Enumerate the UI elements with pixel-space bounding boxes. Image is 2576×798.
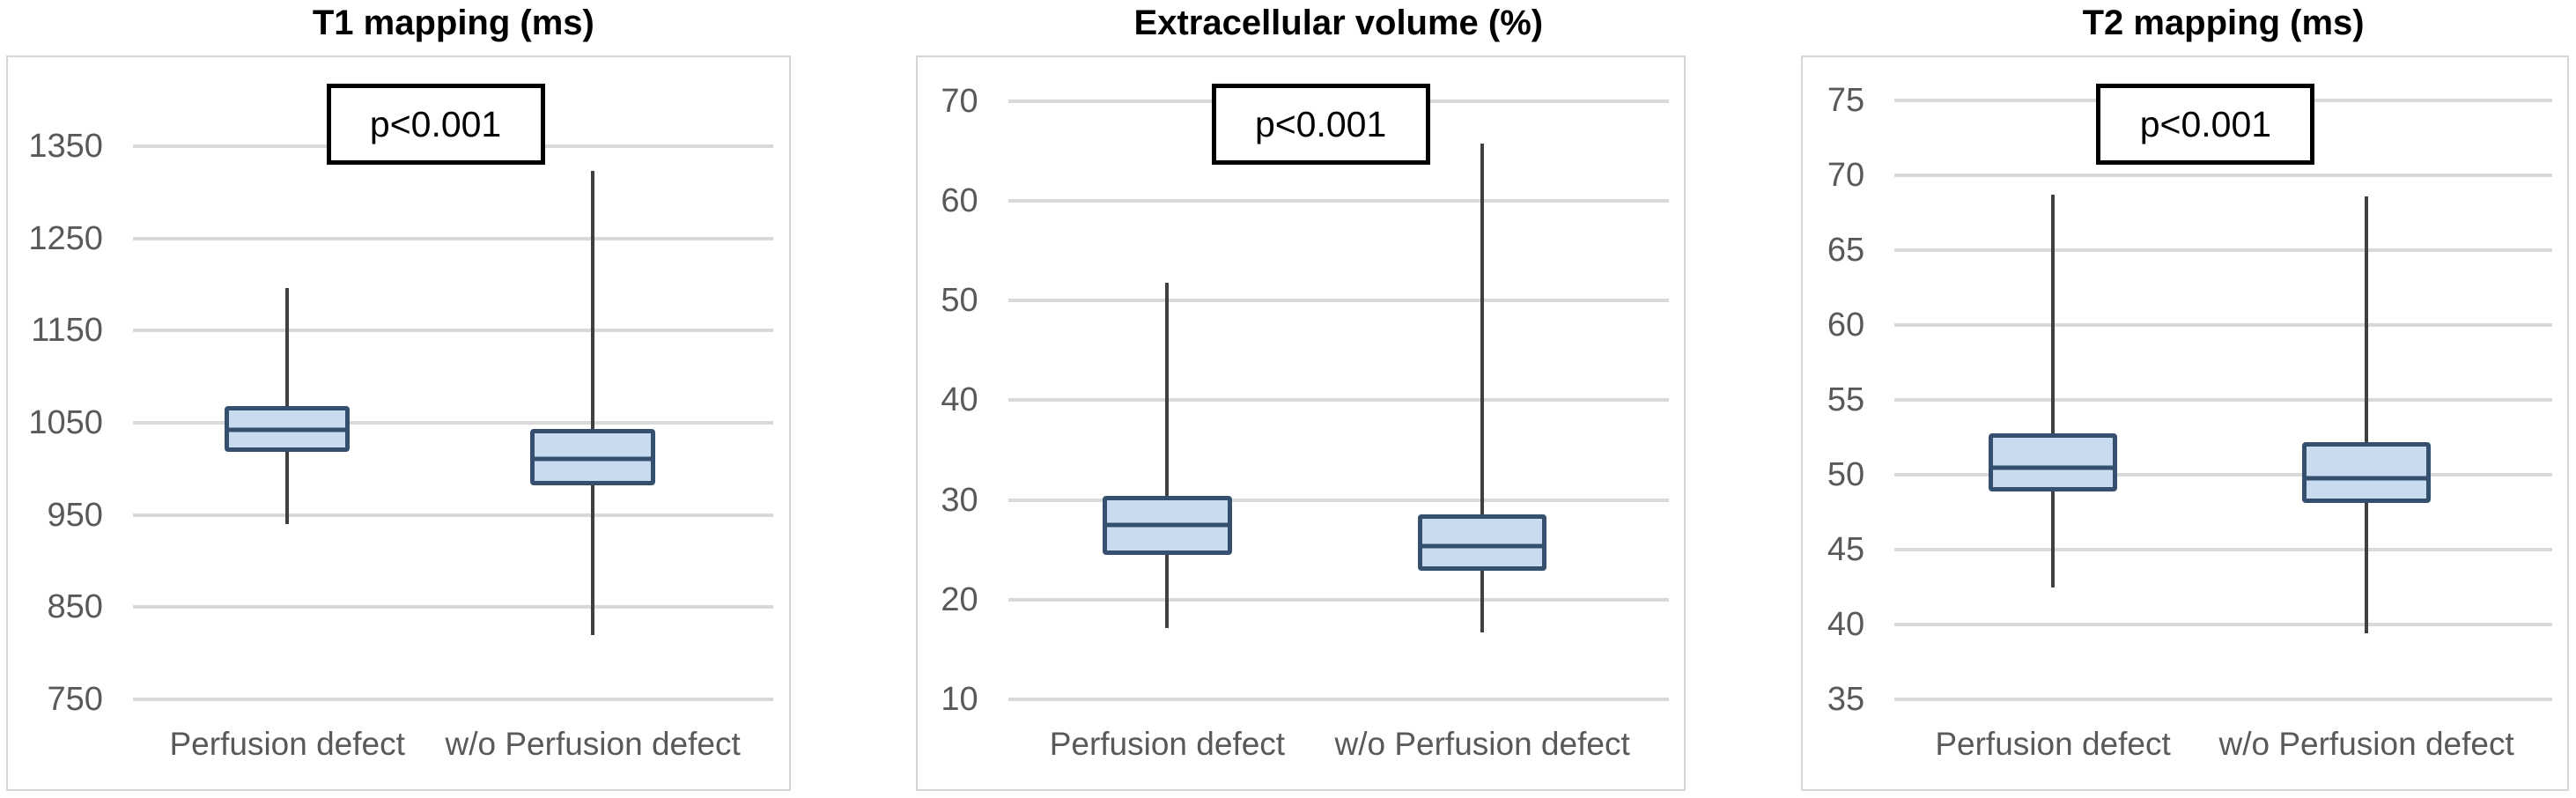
y-gridline bbox=[132, 236, 774, 240]
whisker-upper-perfusion-defect bbox=[2051, 195, 2056, 433]
box-perfusion-defect bbox=[1989, 432, 2117, 491]
whisker-lower-w-o-perfusion-defect bbox=[2365, 503, 2369, 634]
y-axis-tick-label: 55 bbox=[1827, 381, 1865, 419]
y-axis-tick-label: 950 bbox=[47, 496, 103, 534]
y-axis-tick-label: 45 bbox=[1827, 531, 1865, 569]
y-gridline bbox=[132, 329, 774, 333]
y-gridline bbox=[1894, 548, 2552, 552]
p-value-annotation: p<0.001 bbox=[1211, 84, 1430, 165]
median-w-o-perfusion-defect bbox=[530, 456, 656, 462]
y-axis-tick-label: 35 bbox=[1827, 681, 1865, 719]
category-label-w-o-perfusion-defect: w/o Perfusion defect bbox=[1334, 725, 1630, 762]
y-axis-tick-label: 10 bbox=[941, 681, 978, 719]
y-gridline bbox=[1894, 623, 2552, 627]
plot-area: 1350 1250 1150 1050 950 850 750 Perfusion defec… bbox=[6, 55, 791, 791]
y-gridline bbox=[1894, 473, 2552, 477]
y-axis-tick-label: 60 bbox=[941, 182, 978, 220]
y-gridline bbox=[1894, 248, 2552, 253]
median-w-o-perfusion-defect bbox=[2302, 476, 2431, 481]
y-gridline bbox=[1008, 597, 1669, 602]
y-axis-tick-label: 50 bbox=[1827, 456, 1865, 494]
whisker-upper-perfusion-defect bbox=[1165, 282, 1170, 497]
y-axis-tick-label: 1150 bbox=[31, 312, 103, 350]
y-gridline bbox=[1008, 698, 1669, 702]
y-gridline bbox=[1894, 698, 2552, 702]
chart-panel-t2-mapping: T2 mapping (ms) 75 70 65 60 55 50 45 40 35 Perfus… bbox=[1801, 0, 2569, 798]
whisker-upper-w-o-perfusion-defect bbox=[2365, 196, 2369, 442]
box-w-o-perfusion-defect bbox=[2302, 441, 2431, 504]
whisker-upper-w-o-perfusion-defect bbox=[1480, 144, 1485, 514]
category-label-perfusion-defect: Perfusion defect bbox=[1049, 725, 1286, 762]
y-axis-tick-label: 75 bbox=[1827, 82, 1865, 120]
whisker-lower-perfusion-defect bbox=[285, 452, 290, 524]
y-gridline bbox=[1894, 398, 2552, 403]
y-gridline bbox=[1894, 323, 2552, 328]
whisker-upper-w-o-perfusion-defect bbox=[591, 170, 595, 430]
median-perfusion-defect bbox=[225, 427, 351, 432]
y-axis-tick-label: 1050 bbox=[28, 403, 103, 441]
whisker-upper-perfusion-defect bbox=[285, 288, 290, 407]
y-gridline bbox=[132, 420, 774, 425]
median-perfusion-defect bbox=[1989, 465, 2117, 470]
y-axis-tick-label: 750 bbox=[47, 680, 103, 718]
y-gridline bbox=[132, 513, 774, 517]
y-axis-tick-label: 30 bbox=[941, 481, 978, 519]
category-label-perfusion-defect: Perfusion defect bbox=[169, 725, 405, 762]
plot-area: 70 60 50 40 30 20 10 Perfusion defect w/o Perfus… bbox=[916, 55, 1686, 791]
box-w-o-perfusion-defect bbox=[1417, 514, 1547, 572]
category-label-perfusion-defect: Perfusion defect bbox=[1935, 725, 2171, 762]
y-axis-tick-label: 70 bbox=[1827, 157, 1865, 195]
y-gridline bbox=[132, 605, 774, 610]
chart-title: Extracellular volume (%) bbox=[1133, 4, 1544, 42]
y-gridline bbox=[1008, 199, 1669, 203]
median-perfusion-defect bbox=[1103, 522, 1232, 528]
chart-panel-extracellular-volume: Extracellular volume (%) 70 60 50 40 30 20 10 P… bbox=[916, 0, 1686, 798]
y-axis-tick-label: 50 bbox=[941, 282, 978, 320]
y-axis-tick-label: 1350 bbox=[28, 128, 103, 166]
category-label-w-o-perfusion-defect: w/o Perfusion defect bbox=[445, 725, 741, 762]
whisker-lower-perfusion-defect bbox=[2051, 491, 2056, 587]
y-axis-tick-label: 70 bbox=[941, 82, 978, 120]
y-axis-tick-label: 20 bbox=[941, 580, 978, 618]
y-gridline bbox=[132, 697, 774, 701]
y-gridline bbox=[1008, 299, 1669, 303]
y-gridline bbox=[1008, 498, 1669, 502]
y-axis-tick-label: 1250 bbox=[28, 219, 103, 257]
y-axis-tick-label: 65 bbox=[1827, 232, 1865, 270]
y-axis-tick-label: 40 bbox=[1827, 606, 1865, 644]
chart-panel-t1-mapping: T1 mapping (ms) 1350 1250 1150 1050 950 850 75… bbox=[6, 0, 791, 798]
whisker-lower-w-o-perfusion-defect bbox=[591, 485, 595, 636]
median-w-o-perfusion-defect bbox=[1417, 543, 1547, 549]
y-axis-tick-label: 850 bbox=[47, 588, 103, 626]
plot-area: 75 70 65 60 55 50 45 40 35 Perfusion defect w/o Pe… bbox=[1801, 55, 2569, 791]
whisker-lower-w-o-perfusion-defect bbox=[1480, 571, 1485, 633]
chart-title: T2 mapping (ms) bbox=[2082, 4, 2365, 42]
y-gridline bbox=[1894, 174, 2552, 178]
p-value-annotation: p<0.001 bbox=[2096, 84, 2315, 165]
chart-title: T1 mapping (ms) bbox=[312, 4, 594, 42]
y-gridline bbox=[1008, 398, 1669, 403]
y-axis-tick-label: 60 bbox=[1827, 307, 1865, 344]
whisker-lower-perfusion-defect bbox=[1165, 554, 1170, 628]
y-axis-tick-label: 40 bbox=[941, 381, 978, 419]
category-label-w-o-perfusion-defect: w/o Perfusion defect bbox=[2218, 725, 2514, 762]
p-value-annotation: p<0.001 bbox=[326, 84, 545, 165]
